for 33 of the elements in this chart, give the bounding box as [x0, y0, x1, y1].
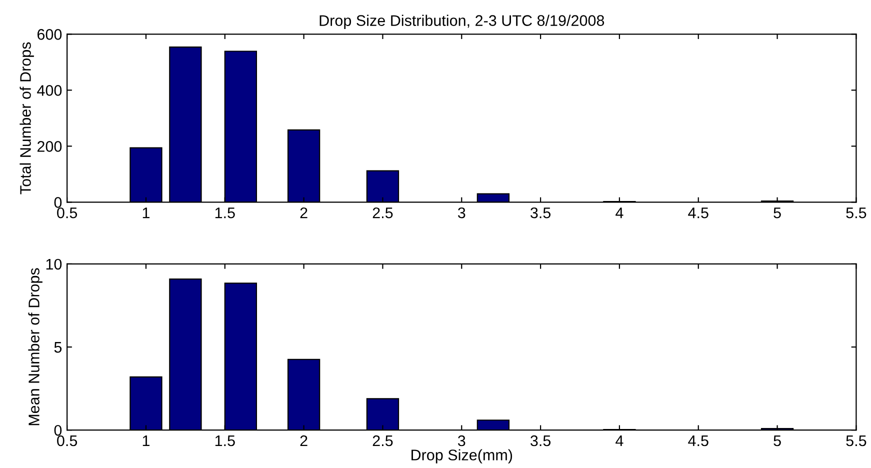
x-tick-label: 0.5 — [57, 435, 78, 446]
x-tick-label: 5 — [774, 208, 781, 218]
x-tick-label: 4 — [616, 208, 624, 218]
x-tick-label: 4 — [616, 436, 624, 446]
y-tick-label: 0 — [54, 197, 62, 208]
x-tick-label: 3.5 — [530, 207, 551, 218]
chart-title: Drop Size Distribution, 2-3 UTC 8/19/2008 — [320, 14, 604, 29]
x-tick-label: 3 — [458, 435, 466, 446]
x-tick-label: 1 — [142, 436, 150, 446]
x-tick-label: 5 — [774, 436, 781, 446]
y-axis-title: Total Number of Drops — [20, 42, 34, 194]
x-axis-title: Drop Size(mm) — [412, 449, 512, 464]
x-tick-label: 0.5 — [57, 207, 78, 218]
x-tick-label: 2 — [300, 207, 308, 218]
x-tick-label: 3 — [458, 207, 466, 218]
y-tick-label: 400 — [37, 85, 62, 96]
y-tick-label: 5 — [54, 342, 62, 353]
y-tick-label: 600 — [37, 29, 62, 40]
x-tick-label: 2 — [300, 435, 308, 446]
y-tick-label: 0 — [54, 424, 62, 436]
x-tick-label: 4.5 — [688, 436, 708, 446]
x-tick-label: 3.5 — [530, 435, 551, 446]
x-tick-label: 4.5 — [688, 208, 708, 218]
x-tick-label: 1 — [142, 208, 150, 218]
y-axis-title: Mean Number of Drops — [28, 268, 42, 426]
x-tick-label: 5.5 — [846, 208, 866, 218]
x-tick-label: 2.5 — [372, 435, 393, 446]
y-tick-label: 10 — [46, 258, 62, 270]
y-tick-label: 200 — [37, 141, 62, 152]
x-tick-label: 2.5 — [372, 207, 393, 218]
x-tick-label: 5.5 — [846, 436, 866, 446]
x-tick-label: 1.5 — [215, 208, 235, 218]
x-tick-label: 1.5 — [215, 436, 235, 446]
